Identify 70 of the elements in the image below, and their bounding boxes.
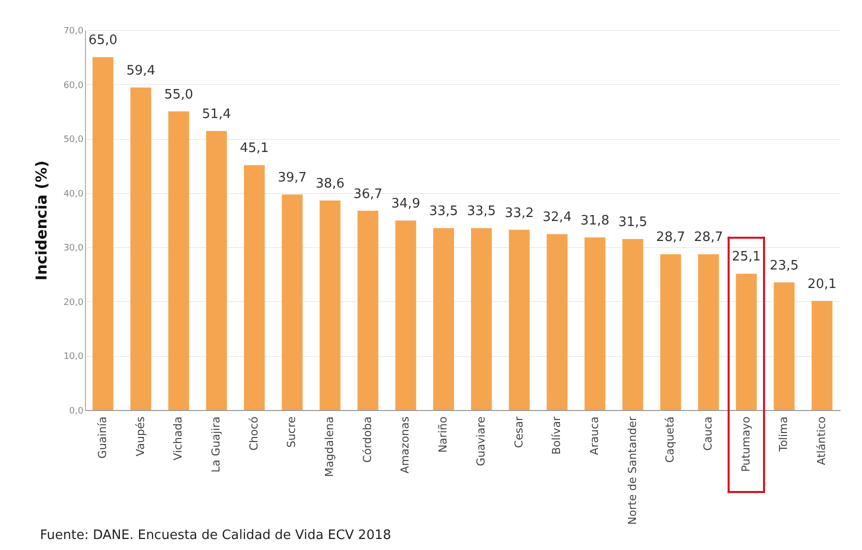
bar [395,220,416,410]
bar [812,300,832,410]
data-label: 34,9 [391,196,420,212]
x-tick-label: Cauca [701,416,714,451]
x-tick-label: Atlántico [815,416,828,466]
bar [282,194,303,410]
data-label: 32,4 [542,210,572,226]
data-label: 31,5 [618,215,648,230]
x-tick-label: Nariño [436,416,450,453]
x-tick-label: Vaupés [134,416,147,456]
bar [92,57,114,410]
y-tick-label: 0,0 [69,406,84,416]
x-tick-label: Tolima [777,416,790,453]
data-label: 59,4 [126,64,156,79]
y-tick-label: 70,0 [63,26,84,36]
data-label: 25,1 [732,250,761,265]
x-tick-label: Sucre [285,416,298,448]
bar [244,165,265,410]
data-label: 39,7 [278,170,307,186]
source-note: Fuente: DANE. Encuesta de Calidad de Vida ECV 2018 [40,528,392,543]
data-label: 38,6 [316,176,345,192]
data-label: 23,5 [770,258,799,274]
data-label: 28,7 [694,230,723,246]
data-label: 36,7 [353,186,382,202]
data-label: 33,5 [466,204,496,220]
x-tick-label: Chocó [247,416,260,451]
bar [130,88,152,410]
x-tick-label: Norte de Santander [626,416,639,525]
data-label: 55,0 [164,87,194,102]
x-tick-label: Arauca [588,416,601,456]
data-label: 20,1 [808,276,836,292]
x-tick-label: Bolívar [550,416,564,455]
y-tick-label: 50,0 [63,135,84,146]
data-label: 33,2 [504,206,534,221]
data-label: 51,4 [202,106,231,122]
bar [471,228,492,410]
data-label: 31,8 [580,213,610,228]
x-tick-label: La Guajira [210,416,223,472]
x-tick-label: Cesar [512,416,526,448]
y-tick-label: 60,0 [63,80,84,91]
bar [357,210,378,410]
y-tick-label: 20,0 [63,298,84,308]
x-tick-label: Córdoba [360,416,374,463]
bar [168,111,190,410]
bar [206,130,227,410]
x-tick-label: Putumayo [739,416,752,472]
bar [698,254,719,410]
x-tick-label: Guaviare [474,416,488,466]
x-tick-label: Guainía [96,416,109,459]
data-label: 33,5 [429,204,458,220]
x-tick-label: Magdalena [323,416,336,477]
y-tick-label: 30,0 [63,244,84,254]
bar [546,234,568,410]
x-tick-label: Vichada [172,416,185,460]
x-tick-label: Amazonas [398,416,412,474]
bar [584,237,606,410]
y-tick-label: 40,0 [63,189,84,200]
data-label: 28,7 [656,230,686,246]
bar [508,230,530,410]
bar [433,228,454,410]
y-axis-title: Incidencia (%) [32,160,50,280]
y-tick-label: 10,0 [63,352,84,362]
bar [622,239,644,410]
x-tick-label: Caquetá [664,416,677,463]
bar [660,254,682,410]
bar [736,274,757,410]
bar [320,200,340,410]
data-label: 65,0 [88,33,118,48]
data-label: 45,1 [240,141,269,156]
bar [774,282,795,410]
